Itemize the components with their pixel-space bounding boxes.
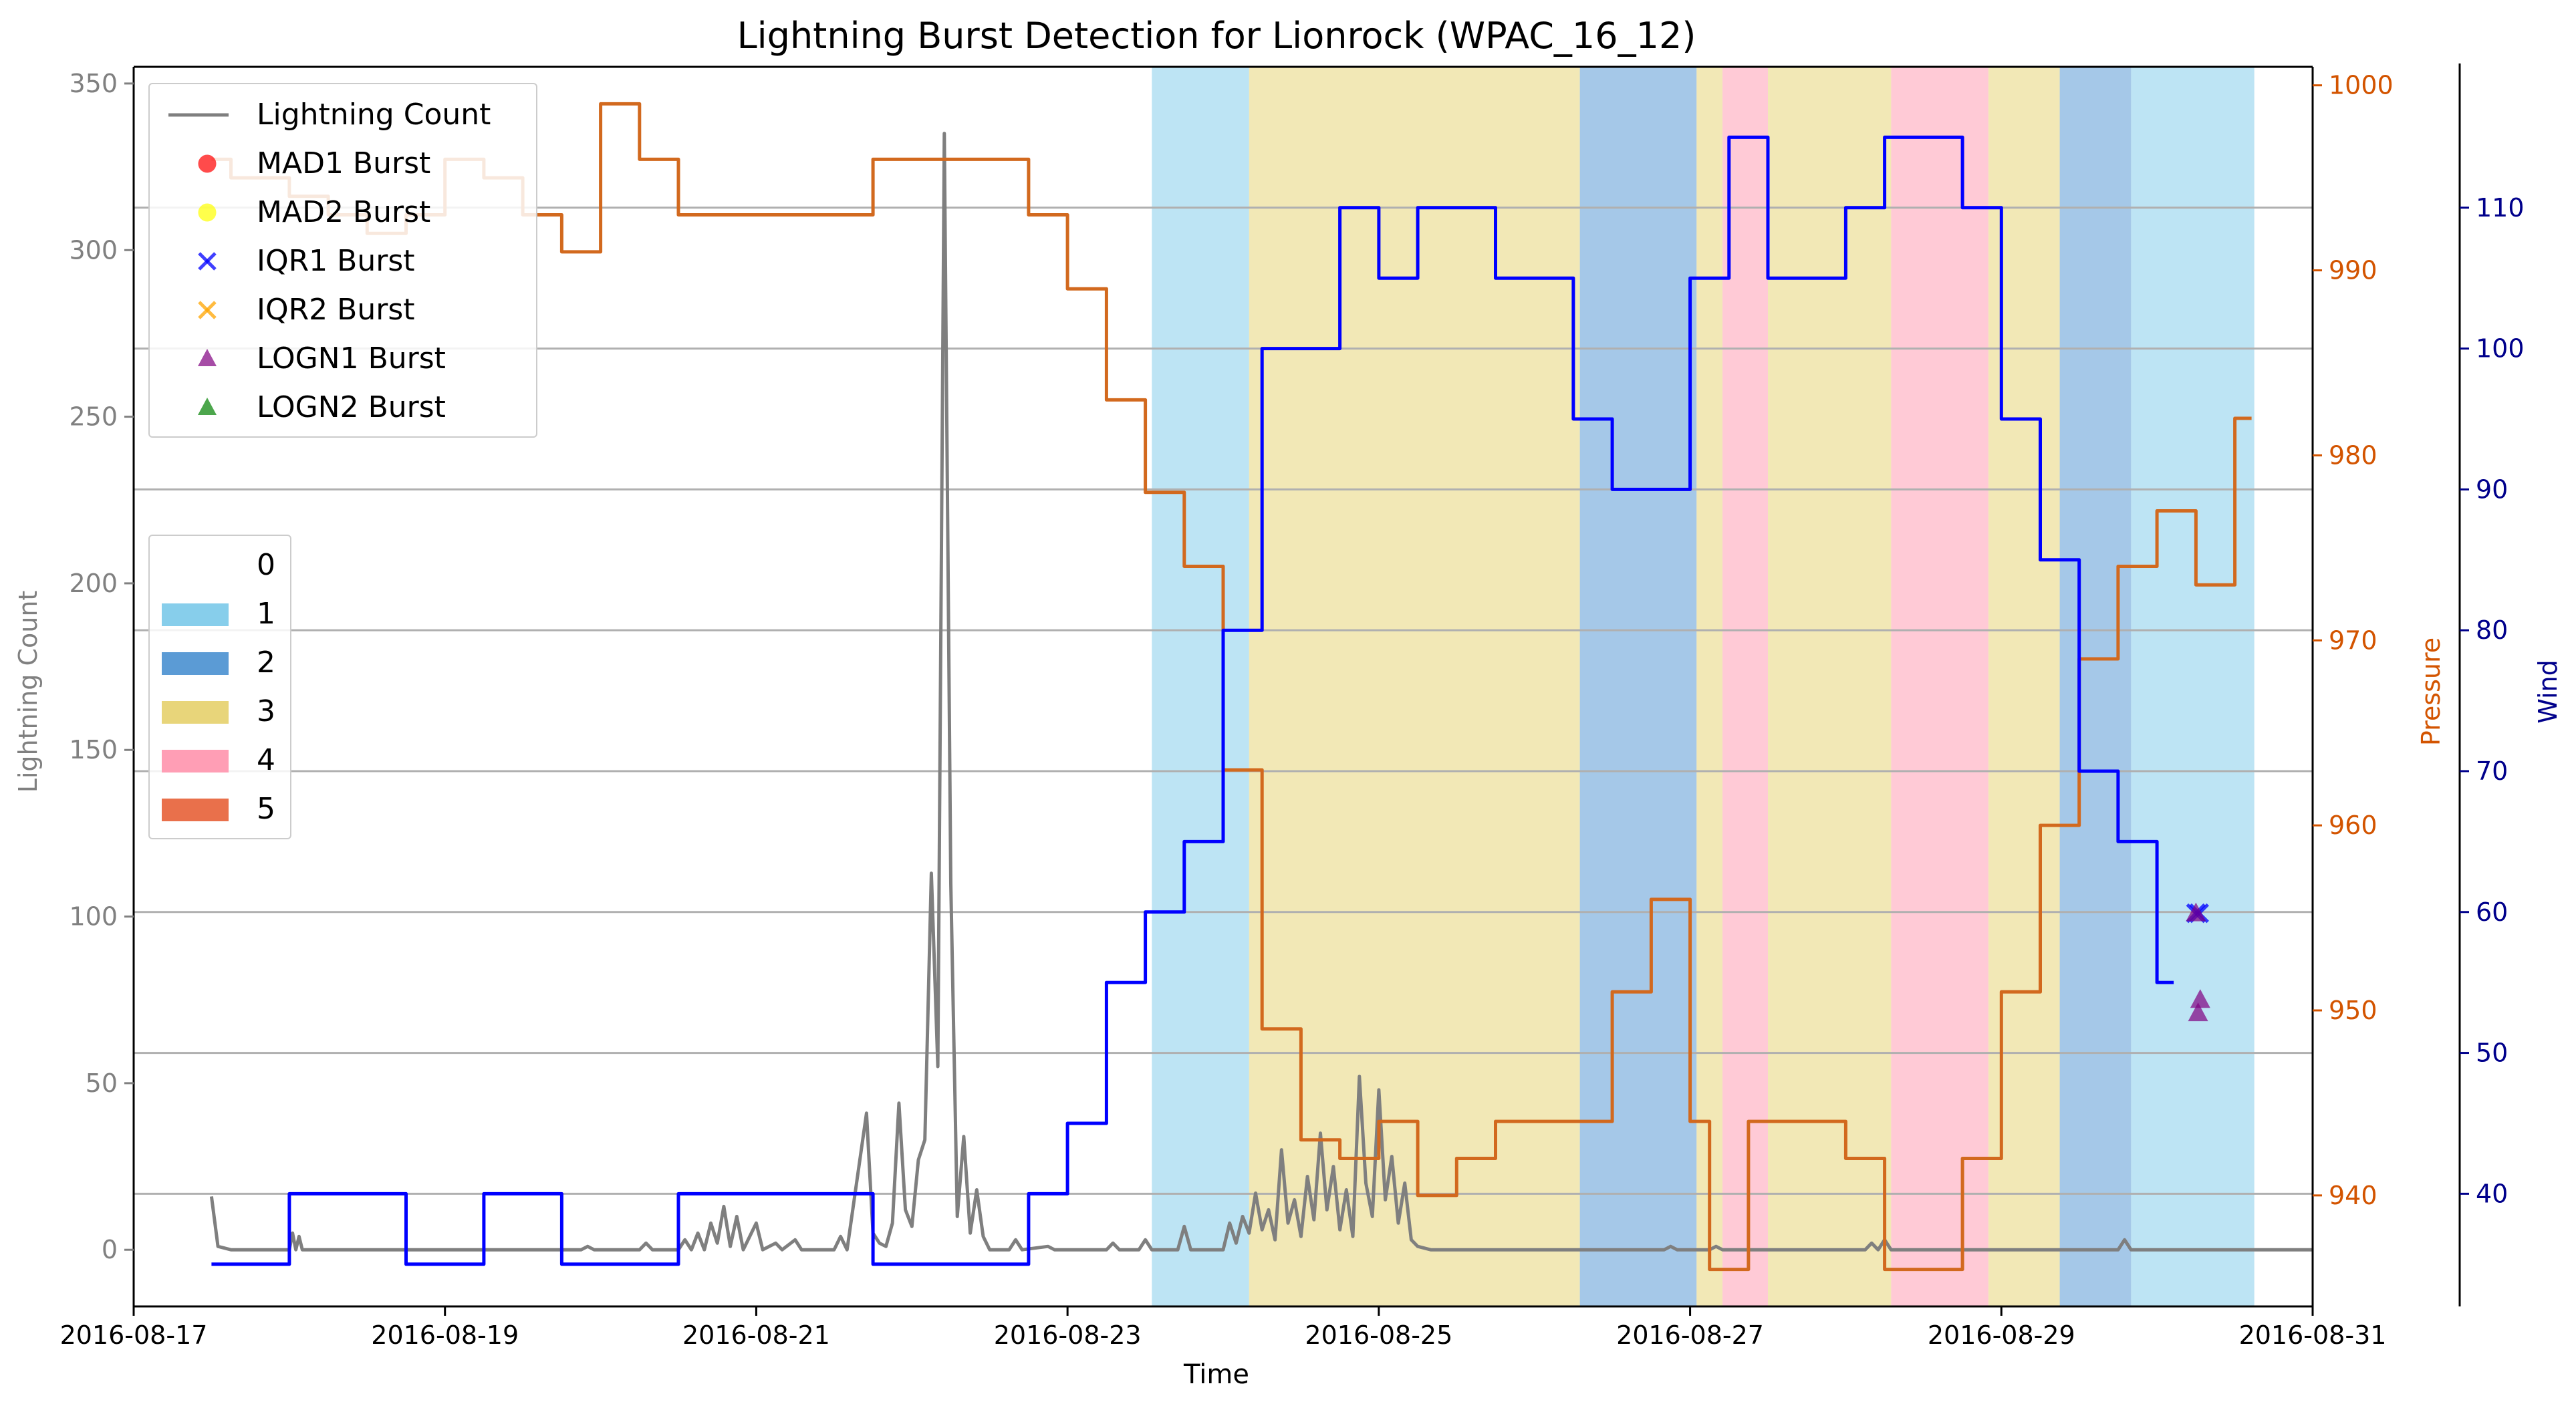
category-band-1 <box>2131 67 2255 1306</box>
legend-item: Lightning Count <box>150 95 536 135</box>
category-swatch <box>162 555 229 577</box>
category-band-2 <box>1579 67 1697 1306</box>
category-legend-item: 4 <box>150 740 290 781</box>
category-band-2 <box>2059 67 2132 1306</box>
logn1-burst-marker <box>2190 989 2210 1008</box>
category-legend-item: 3 <box>150 692 290 732</box>
series-line-lightning-count <box>209 132 2313 1252</box>
legend-item: MAD1 Burst <box>150 144 536 184</box>
x-tick-label: 2016-08-21 <box>682 1320 830 1350</box>
series-line-wind <box>211 135 2174 1266</box>
logn1-burst-marker <box>2186 902 2206 922</box>
legend-symbol <box>198 154 217 173</box>
legend-symbol <box>198 301 217 319</box>
y-pressure-tick-label: 990 <box>2329 256 2377 285</box>
x-tick-label: 2016-08-27 <box>1616 1320 1764 1350</box>
legend-symbol <box>198 252 217 271</box>
x-tick-label: 2016-08-25 <box>1305 1320 1452 1350</box>
x-tick-label: 2016-08-23 <box>994 1320 1142 1350</box>
legend-label: MAD2 Burst <box>257 195 431 229</box>
legend-item: MAD2 Burst <box>150 192 536 233</box>
legend-item: IQR2 Burst <box>150 290 536 330</box>
category-label: 0 <box>257 548 275 582</box>
logn1-burst-marker <box>2188 1002 2208 1022</box>
x-tick-label: 2016-08-17 <box>60 1320 208 1350</box>
chart-title: Lightning Burst Detection for Lionrock (… <box>737 15 1696 57</box>
y-left-tick-label: 150 <box>69 735 118 764</box>
y-wind-axis-label: Wind <box>2533 660 2563 724</box>
category-band-1 <box>1152 67 1249 1306</box>
category-legend-item: 1 <box>150 594 290 634</box>
category-band-4 <box>1891 67 1988 1306</box>
y-left-tick-label: 50 <box>86 1069 118 1098</box>
legend-label: MAD1 Burst <box>257 146 431 180</box>
category-legend: 0 1 2 3 4 5 <box>148 535 291 839</box>
y-wind-tick-label: 70 <box>2476 756 2508 786</box>
legend-symbol <box>198 203 217 222</box>
legend-label: IQR1 Burst <box>257 244 415 278</box>
legend-label: IQR2 Burst <box>257 293 415 327</box>
y-left-tick-label: 300 <box>69 235 118 265</box>
category-band-3 <box>1768 67 1892 1306</box>
x-tick-label: 2016-08-19 <box>371 1320 519 1350</box>
y-pressure-tick-label: 940 <box>2329 1181 2377 1210</box>
category-label: 3 <box>257 694 275 728</box>
y-pressure-tick-label: 980 <box>2329 440 2377 470</box>
x-axis-label: Time <box>1183 1359 1249 1390</box>
y-wind-tick-label: 50 <box>2476 1038 2508 1068</box>
legend-label: LOGN1 Burst <box>257 341 446 376</box>
legend-item: IQR1 Burst <box>150 241 536 281</box>
y-wind-tick-label: 100 <box>2476 334 2525 364</box>
legend-symbol <box>168 113 229 117</box>
category-label: 5 <box>257 792 275 826</box>
category-legend-item: 2 <box>150 643 290 683</box>
category-label: 4 <box>257 743 275 777</box>
legend-label: Lightning Count <box>257 98 491 132</box>
y-pressure-tick-label: 970 <box>2329 625 2377 655</box>
y-left-tick-label: 350 <box>69 69 118 98</box>
series-legend: Lightning Count MAD1 Burst MAD2 Burst IQR1 … <box>148 83 537 438</box>
category-band-3 <box>1249 67 1580 1306</box>
y-left-tick-label: 100 <box>69 902 118 932</box>
category-band-3 <box>1988 67 2060 1306</box>
axes: 2016-08-17 2016-08-19 2016-08-21 2016-08-23… <box>60 63 2525 1350</box>
category-swatch <box>162 799 229 821</box>
legend-item: LOGN2 Burst <box>150 388 536 428</box>
y-wind-tick-label: 40 <box>2476 1179 2508 1208</box>
y-pressure-axis-label: Pressure <box>2416 638 2446 746</box>
y-left-tick-label: 0 <box>102 1235 118 1264</box>
category-label: 2 <box>257 646 275 680</box>
y-left-axis-label: Lightning Count <box>13 591 43 793</box>
y-wind-tick-label: 60 <box>2476 897 2508 927</box>
category-swatch <box>162 701 229 724</box>
y-wind-tick-label: 90 <box>2476 474 2508 504</box>
x-tick-label: 2016-08-29 <box>1928 1320 2075 1350</box>
category-band-3 <box>1696 67 1723 1306</box>
x-tick-label: 2016-08-31 <box>2239 1320 2387 1350</box>
y-left-tick-label: 200 <box>69 569 118 598</box>
y-pressure-tick-label: 950 <box>2329 996 2377 1025</box>
y-wind-tick-label: 110 <box>2476 193 2525 223</box>
y-left-tick-label: 250 <box>69 402 118 432</box>
category-legend-item: 0 <box>150 545 290 585</box>
category-swatch <box>162 652 229 675</box>
legend-symbol <box>198 349 217 366</box>
category-swatch <box>162 750 229 772</box>
category-label: 1 <box>257 597 275 631</box>
legend-symbol <box>198 398 217 415</box>
y-pressure-tick-label: 960 <box>2329 811 2377 840</box>
burst-markers <box>2186 902 2210 1022</box>
category-swatch <box>162 603 229 626</box>
y-wind-tick-label: 80 <box>2476 615 2508 645</box>
category-bands <box>1152 67 2255 1306</box>
legend-item: LOGN1 Burst <box>150 339 536 379</box>
legend-label: LOGN2 Burst <box>257 390 446 424</box>
category-legend-item: 5 <box>150 789 290 829</box>
y-pressure-tick-label: 1000 <box>2329 71 2394 100</box>
